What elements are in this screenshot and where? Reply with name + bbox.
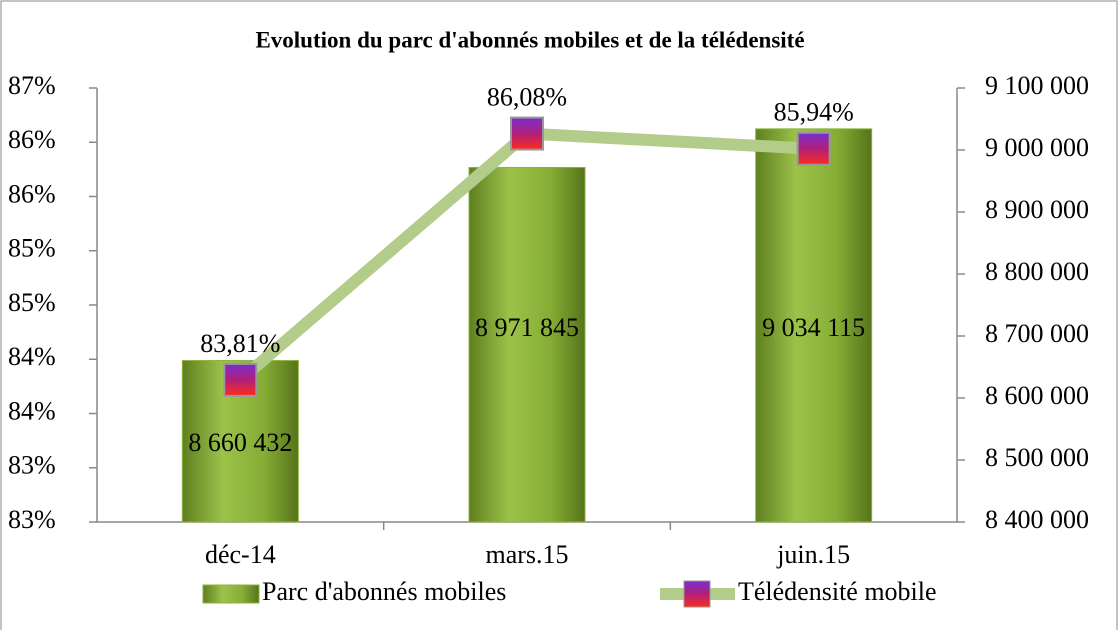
bar-value-label: 9 034 115 (762, 313, 865, 342)
x-tick-label: déc-14 (205, 540, 276, 569)
y-tick-label: 83% (8, 451, 56, 480)
bar (755, 128, 873, 523)
x-tick-label: mars.15 (485, 540, 568, 569)
legend-label: Parc d'abonnés mobiles (262, 577, 506, 606)
y2-tick-label: 8 400 000 (985, 505, 1089, 534)
marker (510, 116, 544, 151)
y2-tick-label: 9 000 000 (985, 133, 1089, 162)
y-tick-label: 85% (8, 234, 56, 263)
bar (468, 166, 586, 523)
y2-tick-label: 9 100 000 (985, 71, 1089, 100)
y2-tick-label: 8 600 000 (985, 381, 1089, 410)
y2-tick-label: 8 900 000 (985, 195, 1089, 224)
y2-tick-label: 8 800 000 (985, 257, 1089, 286)
legend-swatch-marker (683, 580, 711, 608)
y2-tick-label: 8 700 000 (985, 319, 1089, 348)
line-value-label: 86,08% (487, 83, 567, 112)
y-tick-label: 87% (8, 71, 56, 100)
chart-title: Evolution du parc d'abonnés mobiles et d… (255, 27, 804, 52)
line-value-label: 85,94% (774, 98, 854, 127)
y-tick-label: 84% (8, 342, 56, 371)
marker (223, 362, 258, 397)
bar-value-label: 8 971 845 (475, 313, 579, 342)
x-tick-label: juin.15 (776, 540, 850, 569)
bar-value-label: 8 660 432 (188, 428, 292, 457)
y-tick-label: 86% (8, 179, 56, 208)
legend-label: Télédensité mobile (738, 577, 937, 606)
y-tick-label: 85% (8, 288, 56, 317)
y-tick-label: 86% (8, 125, 56, 154)
legend-swatch (202, 584, 260, 604)
y-tick-label: 84% (8, 396, 56, 425)
marker (796, 131, 831, 166)
y2-tick-label: 8 500 000 (985, 443, 1089, 472)
y-tick-label: 83% (8, 505, 56, 534)
line-value-label: 83,81% (200, 329, 280, 358)
